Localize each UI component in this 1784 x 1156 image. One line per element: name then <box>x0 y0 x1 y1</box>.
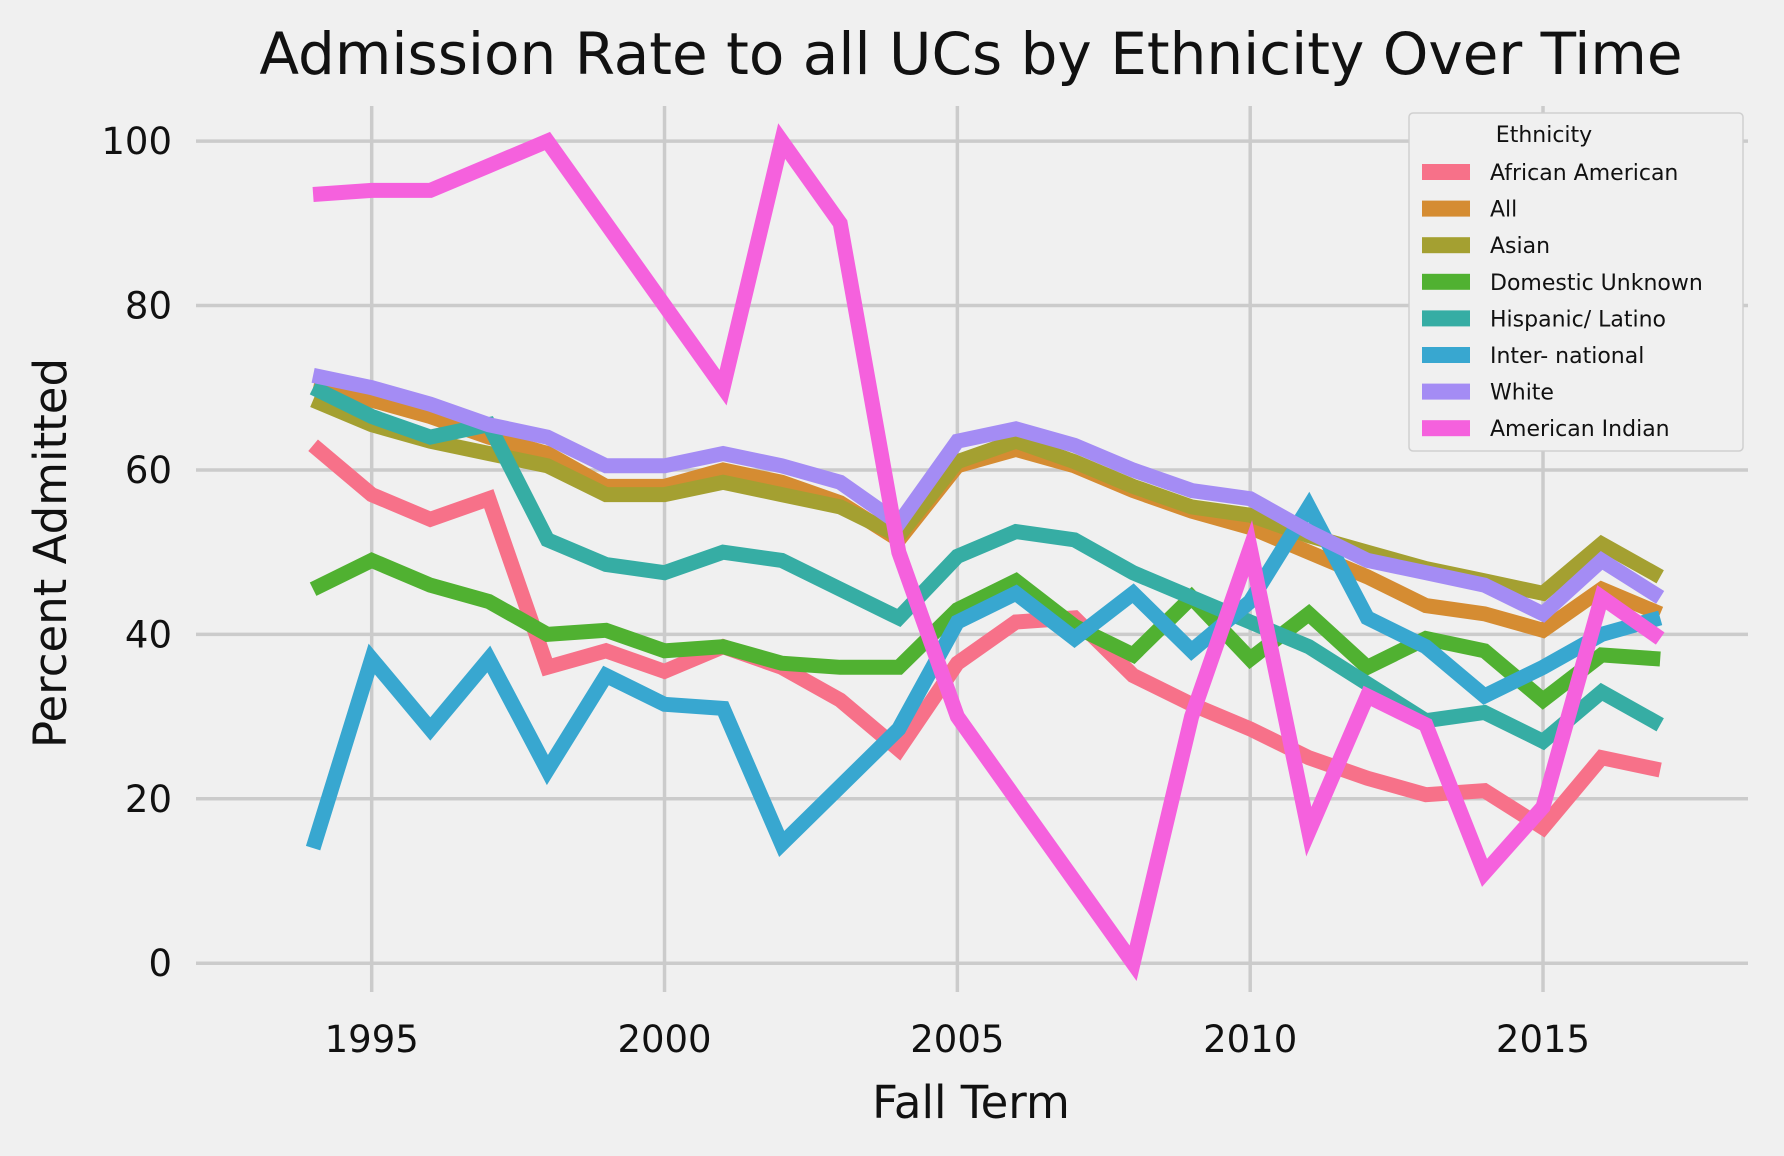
series-lines <box>305 123 1665 982</box>
legend-entry: White <box>1490 381 1554 406</box>
legend-swatch <box>1422 237 1470 254</box>
legend-entry: Inter- national <box>1490 344 1644 369</box>
series-line <box>312 123 1665 982</box>
legend-entry: All <box>1490 198 1517 223</box>
y-tick-label: 100 <box>101 120 172 163</box>
legend-swatch <box>1422 310 1470 327</box>
x-tick-label: 2005 <box>910 1018 1004 1061</box>
y-tick-label: 60 <box>125 449 172 492</box>
y-tick-label: 20 <box>125 778 172 821</box>
y-tick-label: 40 <box>125 613 172 656</box>
legend-entry: African American <box>1490 161 1678 186</box>
series-line <box>305 491 1663 858</box>
x-axis-label: Fall Term <box>872 1076 1070 1129</box>
series-line <box>311 368 1665 623</box>
legend-swatch <box>1422 273 1470 290</box>
legend-title: Ethnicity <box>1496 123 1592 148</box>
y-tick-label: 0 <box>148 942 172 985</box>
legend-swatch <box>1422 420 1470 437</box>
x-tick-label: 2015 <box>1496 1018 1590 1061</box>
series-line <box>309 380 1664 751</box>
tick-labels: 1995 2000 2005 2010 2015 0 20 40 60 80 100 <box>101 120 1590 1061</box>
legend-swatch <box>1422 347 1470 363</box>
x-tick-label: 1995 <box>325 1018 419 1061</box>
y-tick-label: 80 <box>125 285 172 328</box>
legend-entry: Asian <box>1490 234 1550 259</box>
legend-swatch <box>1422 164 1470 180</box>
legend-swatch <box>1422 200 1470 217</box>
legend-entry: American Indian <box>1490 417 1670 442</box>
series-line <box>309 552 1661 710</box>
legend-entry: Domestic Unknown <box>1490 271 1703 296</box>
x-tick-label: 2000 <box>617 1018 711 1061</box>
x-tick-label: 2010 <box>1203 1018 1297 1061</box>
legend-swatch <box>1422 383 1470 400</box>
legend-items: African American All Asian Domestic Unknown… <box>1422 161 1703 442</box>
legend: Ethnicity African American All Asian Domest… <box>1408 112 1744 452</box>
chart-title: Admission Rate to all UCs by Ethnicity O… <box>259 20 1682 88</box>
y-axis-label: Percent Admitted <box>24 358 77 748</box>
legend-entry: Hispanic/ Latino <box>1490 307 1666 332</box>
legend-box <box>1408 112 1744 452</box>
series-line <box>308 439 1662 838</box>
